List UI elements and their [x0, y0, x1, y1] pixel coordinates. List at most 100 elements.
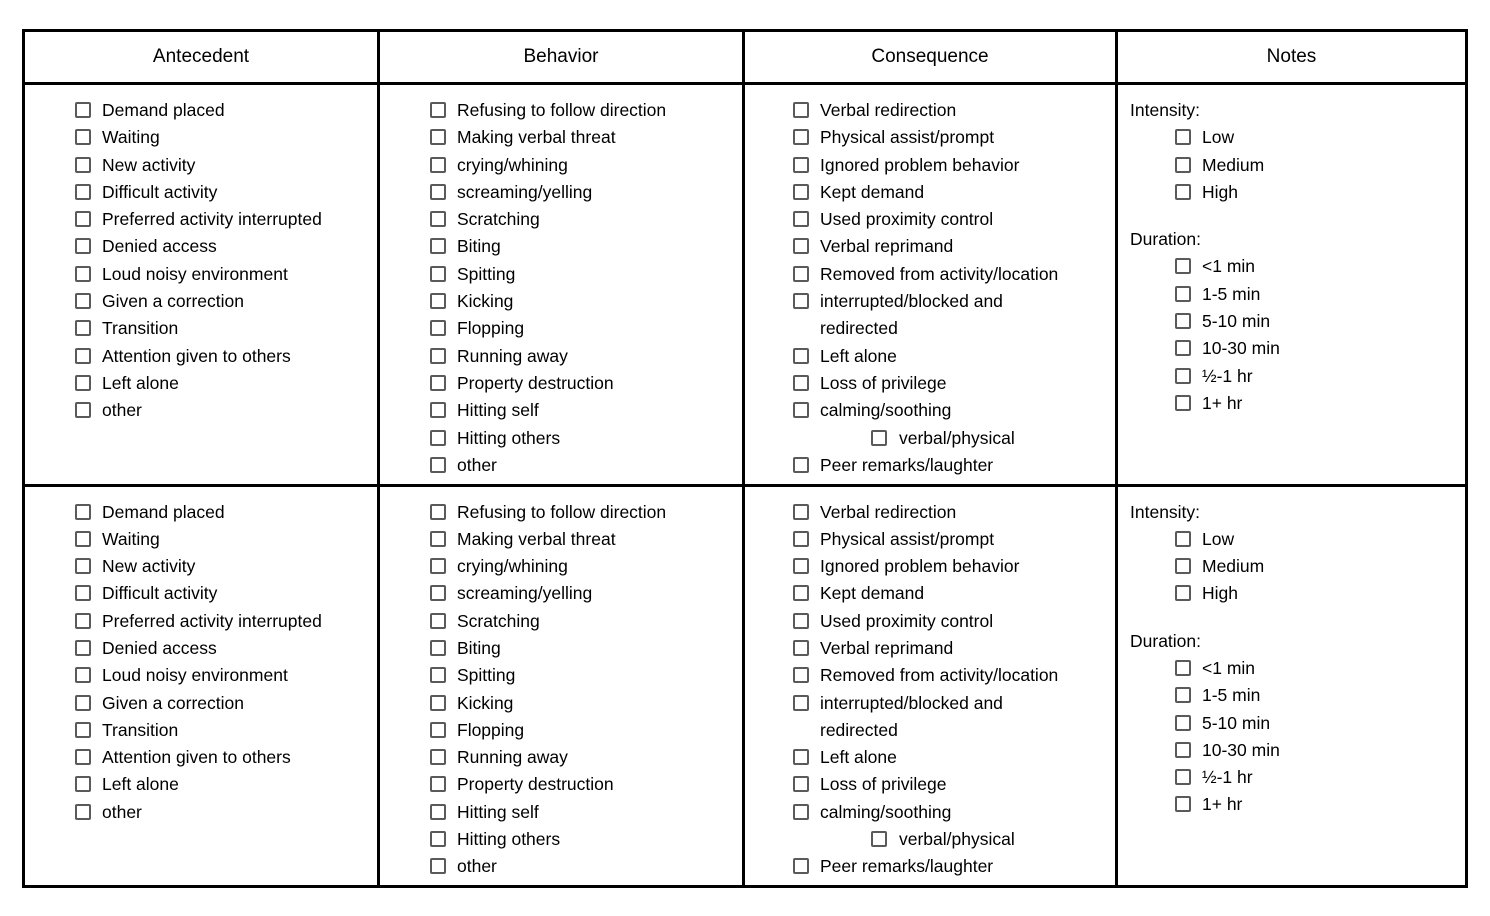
checklist-item[interactable]: Loud noisy environment	[75, 261, 371, 288]
checkbox-icon[interactable]	[430, 721, 446, 738]
checklist-item[interactable]: Running away	[430, 343, 736, 370]
checklist-item[interactable]: interrupted/blocked and redirected	[793, 288, 1109, 343]
checkbox-icon[interactable]	[75, 238, 91, 255]
checkbox-icon[interactable]	[75, 694, 91, 711]
checkbox-icon[interactable]	[430, 156, 446, 173]
checklist-item[interactable]: 10-30 min	[1175, 737, 1449, 764]
checklist-item[interactable]: Low	[1175, 124, 1449, 151]
checklist-item[interactable]: Removed from activity/location	[793, 261, 1109, 288]
checkbox-icon[interactable]	[75, 776, 91, 793]
checkbox-icon[interactable]	[430, 238, 446, 255]
checkbox-icon[interactable]	[430, 347, 446, 364]
checkbox-icon[interactable]	[793, 374, 809, 391]
checklist-item[interactable]: 5-10 min	[1175, 710, 1449, 737]
checklist-item[interactable]: Medium	[1175, 152, 1449, 179]
checklist-item[interactable]: Verbal redirection	[793, 499, 1109, 526]
checkbox-icon[interactable]	[75, 102, 91, 118]
checkbox-icon[interactable]	[75, 749, 91, 766]
checkbox-icon[interactable]	[430, 558, 446, 575]
checklist-item[interactable]: Flopping	[430, 315, 736, 342]
checkbox-icon[interactable]	[75, 183, 91, 200]
checklist-item[interactable]: Peer remarks/laughter	[793, 452, 1109, 479]
checkbox-icon[interactable]	[75, 721, 91, 738]
checklist-item[interactable]: Loss of privilege	[793, 771, 1109, 798]
checklist-item[interactable]: 1+ hr	[1175, 390, 1449, 417]
checkbox-icon[interactable]	[793, 558, 809, 575]
checklist-item[interactable]: Verbal redirection	[793, 97, 1109, 124]
checklist-item[interactable]: Hitting others	[430, 826, 736, 853]
checklist-item[interactable]: ½-1 hr	[1175, 764, 1449, 791]
checkbox-icon[interactable]	[793, 211, 809, 228]
checkbox-icon[interactable]	[75, 402, 91, 419]
checklist-item[interactable]: Waiting	[75, 526, 371, 553]
checkbox-icon[interactable]	[793, 612, 809, 629]
checkbox-icon[interactable]	[430, 803, 446, 820]
checklist-item[interactable]: other	[430, 853, 736, 880]
checkbox-icon[interactable]	[793, 129, 809, 146]
checklist-item[interactable]: Verbal reprimand	[793, 233, 1109, 260]
checklist-item[interactable]: ½-1 hr	[1175, 363, 1449, 390]
checklist-item[interactable]: 1-5 min	[1175, 281, 1449, 308]
checkbox-icon[interactable]	[75, 667, 91, 684]
checklist-item[interactable]: Property destruction	[430, 771, 736, 798]
checkbox-icon[interactable]	[430, 503, 446, 520]
checklist-item[interactable]: Transition	[75, 717, 371, 744]
checkbox-icon[interactable]	[75, 347, 91, 364]
checkbox-icon[interactable]	[1175, 394, 1191, 411]
checklist-item[interactable]: Given a correction	[75, 690, 371, 717]
checklist-item[interactable]: <1 min	[1175, 655, 1449, 682]
checklist-item[interactable]: other	[75, 799, 371, 826]
checkbox-icon[interactable]	[1175, 129, 1191, 146]
checkbox-icon[interactable]	[793, 456, 809, 473]
checkbox-icon[interactable]	[1175, 313, 1191, 330]
checklist-item[interactable]: Kicking	[430, 288, 736, 315]
checkbox-icon[interactable]	[1175, 714, 1191, 731]
checkbox-icon[interactable]	[1175, 285, 1191, 302]
checklist-item[interactable]: Refusing to follow direction	[430, 97, 736, 124]
checklist-item[interactable]: Left alone	[793, 744, 1109, 771]
checklist-item[interactable]: Kicking	[430, 690, 736, 717]
checklist-item[interactable]: Physical assist/prompt	[793, 124, 1109, 151]
checklist-item[interactable]: Spitting	[430, 261, 736, 288]
checkbox-icon[interactable]	[75, 558, 91, 575]
checkbox-icon[interactable]	[793, 402, 809, 419]
checkbox-icon[interactable]	[75, 639, 91, 656]
checklist-item[interactable]: New activity	[75, 152, 371, 179]
checkbox-icon[interactable]	[430, 183, 446, 200]
checklist-item[interactable]: Waiting	[75, 124, 371, 151]
checkbox-icon[interactable]	[430, 694, 446, 711]
checklist-item[interactable]: Transition	[75, 315, 371, 342]
checkbox-icon[interactable]	[1175, 659, 1191, 676]
checkbox-icon[interactable]	[793, 694, 809, 711]
checkbox-icon[interactable]	[75, 530, 91, 547]
checklist-item[interactable]: verbal/physical	[793, 826, 1109, 853]
checkbox-icon[interactable]	[430, 858, 446, 875]
checklist-item[interactable]: Making verbal threat	[430, 526, 736, 553]
checkbox-icon[interactable]	[75, 803, 91, 820]
checklist-item[interactable]: New activity	[75, 553, 371, 580]
checkbox-icon[interactable]	[430, 374, 446, 391]
checkbox-icon[interactable]	[75, 129, 91, 146]
checkbox-icon[interactable]	[793, 667, 809, 684]
checklist-item[interactable]: Denied access	[75, 233, 371, 260]
checkbox-icon[interactable]	[793, 530, 809, 547]
checkbox-icon[interactable]	[1175, 769, 1191, 786]
checklist-item[interactable]: Physical assist/prompt	[793, 526, 1109, 553]
checkbox-icon[interactable]	[793, 293, 809, 310]
checkbox-icon[interactable]	[75, 320, 91, 337]
checkbox-icon[interactable]	[1175, 340, 1191, 357]
checklist-item[interactable]: Used proximity control	[793, 206, 1109, 233]
checkbox-icon[interactable]	[793, 503, 809, 520]
checkbox-icon[interactable]	[430, 265, 446, 282]
checklist-item[interactable]: Peer remarks/laughter	[793, 853, 1109, 880]
checkbox-icon[interactable]	[793, 776, 809, 793]
checklist-item[interactable]: screaming/yelling	[430, 580, 736, 607]
checkbox-icon[interactable]	[430, 293, 446, 310]
checklist-item[interactable]: Scratching	[430, 608, 736, 635]
checklist-item[interactable]: other	[430, 452, 736, 479]
checklist-item[interactable]: Attention given to others	[75, 343, 371, 370]
checkbox-icon[interactable]	[793, 803, 809, 820]
checklist-item[interactable]: 10-30 min	[1175, 335, 1449, 362]
checkbox-icon[interactable]	[1175, 558, 1191, 575]
checklist-item[interactable]: <1 min	[1175, 253, 1449, 280]
